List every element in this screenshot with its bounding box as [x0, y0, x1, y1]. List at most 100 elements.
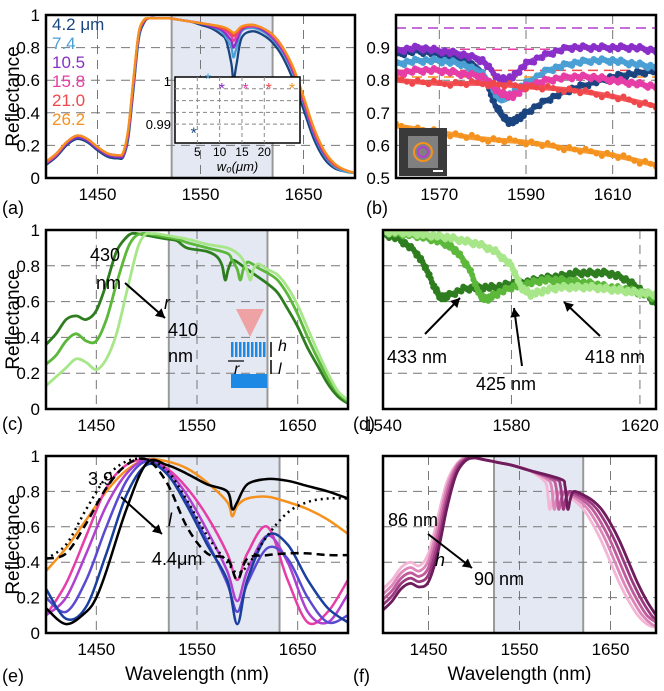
series-line [46, 231, 348, 402]
data-point [577, 60, 584, 67]
x-tick-label: 1610 [594, 185, 632, 204]
data-point [558, 64, 565, 71]
data-point [539, 80, 546, 87]
schematic: hl r [228, 309, 287, 388]
inset-x-tick: 20 [258, 145, 272, 159]
grating-tooth [255, 342, 258, 357]
data-point [430, 77, 437, 84]
data-point [560, 88, 567, 95]
data-point [458, 132, 464, 139]
x-tick-label: 1570 [420, 185, 458, 204]
plot-frame [44, 13, 357, 180]
annotation-start: 3.9 [88, 469, 113, 489]
data-point [642, 157, 649, 164]
data-point [521, 64, 528, 71]
data-point [609, 93, 616, 100]
data-point [495, 81, 502, 88]
legend-entry: 7.4 [52, 34, 76, 53]
device-chip [408, 136, 438, 168]
annotation-end: 410 [168, 320, 198, 340]
data-point [444, 294, 451, 301]
grating-tooth [235, 342, 238, 357]
data-point [550, 68, 557, 75]
x-axis-label: Wavelength (nm) [125, 664, 269, 685]
data-point [401, 62, 408, 69]
data-point [533, 140, 540, 147]
annotation-symbol: h [435, 550, 445, 570]
data-point [631, 72, 638, 79]
x-tick-label: 1550 [178, 640, 216, 659]
data-point [447, 82, 454, 89]
x-tick-label: 1620 [621, 416, 659, 435]
y-tick-label: 0.4 [16, 328, 40, 347]
y-tick-label: 0 [31, 624, 40, 643]
x-tick-label: 1650 [279, 416, 317, 435]
annotation-group: 433 nm 425 nm 418 nm [387, 297, 645, 394]
y-axis-label: Reflectance [3, 269, 24, 369]
y-axis-label: Reflectance [3, 46, 24, 146]
dip-label: 418 nm [585, 347, 645, 367]
shaded-band [494, 456, 584, 633]
dim-h-label: h [278, 338, 287, 355]
data-point [647, 160, 654, 167]
data-point [625, 155, 632, 162]
plot-area-d [383, 230, 656, 409]
annotation-group: 3.9 4.4μm l [88, 469, 202, 569]
data-point [495, 137, 502, 144]
data-point [512, 137, 519, 144]
grating-tooth [247, 342, 250, 357]
y-tick-label: 0.6 [16, 71, 40, 90]
dip-label: 433 nm [387, 347, 447, 367]
series-line [46, 457, 348, 582]
annotation-symbol: l [168, 510, 173, 530]
legend-entry: 26.2 [52, 110, 85, 129]
data-point [452, 78, 459, 85]
data-point [401, 71, 408, 78]
data-point [550, 78, 557, 85]
data-point [636, 102, 643, 109]
data-point [531, 59, 538, 66]
data-point [516, 91, 523, 98]
data-point [501, 83, 508, 90]
data-point [517, 139, 524, 146]
data-point [560, 147, 567, 154]
dip-arrow-418-head [564, 302, 574, 312]
y-tick-label: 0.2 [16, 364, 40, 383]
inset-point: * [266, 81, 272, 98]
inset-point: * [289, 81, 295, 98]
annotation-group: 86 nm 90 nm h [388, 510, 524, 589]
data-point [555, 93, 562, 100]
inset-x-tick: 10 [213, 145, 227, 159]
data-point [550, 51, 557, 58]
y-tick-label: 0.5 [366, 169, 390, 188]
y-axis-label: Reflectance [3, 494, 24, 594]
y-tick-label: 0 [31, 169, 40, 188]
inset-plot: 5 10 15 20 1 0.99 w₀(μm) * * * * * * [146, 71, 301, 174]
data-point [577, 148, 584, 155]
legend-entry: 21.0 [52, 91, 85, 110]
grating-tooth [243, 342, 246, 357]
y-tick-label: 0.8 [16, 482, 40, 501]
annotation-start-unit: nm [96, 273, 121, 293]
data-point [398, 76, 405, 83]
data-point [403, 78, 410, 85]
plot-frame [381, 228, 658, 411]
inset-point: * [205, 71, 211, 88]
data-point [523, 141, 529, 148]
dip-arrow-425-shaft [513, 307, 523, 367]
data-point [577, 90, 584, 97]
data-point [468, 78, 475, 85]
data-point [620, 152, 627, 159]
data-point [485, 83, 492, 90]
series-line [383, 456, 656, 617]
legend-entry: 4.2 μm [52, 15, 104, 34]
data-point [569, 62, 576, 69]
panel-d: 1540 1580 1620 (d) 433 nm 425 nm 418 nm [353, 228, 659, 435]
plot-frame [44, 228, 350, 411]
data-point [598, 152, 605, 159]
annotation-group: 430 nm 410 nm r hl r [90, 245, 287, 388]
sweep-arrow-head [151, 524, 162, 534]
data-point [566, 144, 573, 151]
grating-tooth [239, 342, 242, 357]
